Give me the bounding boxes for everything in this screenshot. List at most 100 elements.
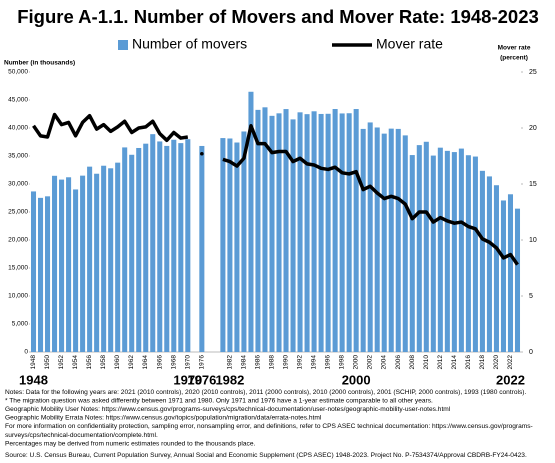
x-highlight-label: 1982 — [215, 372, 244, 387]
y2-tick-label: 10 — [529, 237, 537, 244]
legend-label: Number of movers — [132, 36, 247, 52]
bar — [318, 113, 324, 352]
bar — [66, 177, 72, 352]
y2-tick-label: 5 — [529, 293, 533, 300]
bar — [486, 176, 492, 352]
bar — [80, 175, 86, 352]
note: * The migration question was asked diffe… — [5, 397, 433, 404]
bar — [227, 138, 233, 352]
bar — [395, 128, 401, 352]
bar — [353, 109, 359, 353]
bar — [290, 119, 296, 353]
line — [222, 124, 519, 266]
y-tick-label: 10,000 — [8, 293, 28, 300]
y-tick-label: 20,000 — [8, 237, 28, 244]
x-tick-label: 1988 — [268, 355, 275, 370]
bar — [367, 122, 373, 352]
bar — [143, 143, 149, 352]
bar — [374, 127, 380, 352]
line-point — [200, 151, 204, 156]
x-highlight-label: 1948 — [19, 372, 48, 387]
y2-tick-label: 20 — [529, 125, 537, 132]
x-tick-label: 1996 — [325, 355, 332, 370]
x-tick-label: 1950 — [44, 355, 51, 370]
x-tick-label: 1958 — [100, 355, 107, 370]
bar — [87, 166, 93, 352]
y-tick-label: 35,000 — [8, 153, 28, 160]
note: For more information on confidentiality … — [5, 423, 533, 430]
bar — [276, 113, 282, 352]
bar — [178, 143, 184, 352]
legend-label: Mover rate — [376, 36, 443, 52]
x-tick-label: 2000 — [353, 355, 360, 370]
y2-tick-label: 0 — [529, 349, 533, 356]
x-highlight-label: 2000 — [342, 372, 371, 387]
bar — [185, 139, 191, 352]
bar — [255, 109, 261, 352]
bar — [444, 150, 450, 352]
bar — [297, 112, 303, 352]
bar — [465, 155, 471, 352]
bar — [234, 142, 240, 352]
x-highlight-label: 2022 — [496, 372, 525, 387]
note: Notes: Data for the following years are:… — [5, 389, 526, 396]
y-tick-label: 30,000 — [8, 181, 28, 188]
bar — [157, 141, 163, 352]
bar — [136, 147, 142, 352]
bar — [514, 208, 521, 352]
y-tick-label: 5,000 — [12, 321, 29, 328]
x-tick-label: 1960 — [114, 355, 121, 370]
bar — [346, 113, 352, 352]
bar — [423, 141, 429, 352]
x-highlight-label: 1976 — [187, 372, 216, 387]
x-tick-label: 2010 — [423, 355, 430, 370]
bar — [311, 111, 317, 352]
x-tick-label: 1966 — [156, 355, 163, 370]
x-tick-label: 2012 — [437, 355, 444, 370]
bar — [164, 145, 170, 352]
bar — [248, 91, 254, 352]
y-tick-label: 25,000 — [8, 209, 28, 216]
bar — [304, 114, 310, 352]
x-tick-label: 1976 — [198, 355, 205, 370]
x-tick-label: 1990 — [283, 355, 290, 370]
bar — [437, 147, 443, 352]
x-tick-label: 2016 — [465, 355, 472, 370]
x-tick-label: 1992 — [297, 355, 304, 370]
x-tick-label: 1954 — [72, 355, 79, 370]
bar — [73, 189, 79, 352]
x-tick-label: 2014 — [451, 355, 458, 370]
bar — [52, 175, 58, 352]
legend-swatch — [118, 40, 128, 50]
y-tick-label: 15,000 — [8, 265, 28, 272]
bar — [500, 200, 506, 352]
bar — [451, 152, 457, 352]
note: surveys/cps/technical-documentation/comp… — [5, 432, 158, 439]
x-tick-label: 1948 — [30, 355, 37, 370]
bar — [108, 168, 114, 352]
bar — [59, 179, 65, 352]
x-tick-label: 2020 — [493, 355, 500, 370]
bar — [416, 145, 422, 352]
x-tick-label: 1984 — [240, 355, 247, 370]
x-tick-label: 2006 — [395, 355, 402, 370]
bar — [269, 115, 275, 353]
y2-axis-label: (percent) — [500, 55, 528, 62]
bar — [430, 155, 436, 352]
bar — [332, 109, 338, 352]
x-tick-label: 2022 — [507, 355, 514, 370]
y-tick-label: 50,000 — [8, 69, 28, 76]
bar — [493, 185, 499, 352]
bar — [472, 156, 478, 352]
x-tick-label: 1986 — [254, 355, 261, 370]
bar — [30, 191, 37, 352]
bar — [381, 133, 387, 352]
y-tick-label: 40,000 — [8, 125, 28, 132]
note: Geographic Mobility Errata Notes: https:… — [5, 415, 322, 422]
x-tick-label: 1968 — [170, 355, 177, 370]
bar — [339, 113, 345, 352]
y-axis-label: Number (in thousands) — [4, 60, 75, 67]
bar — [409, 155, 415, 352]
bar — [129, 154, 135, 352]
